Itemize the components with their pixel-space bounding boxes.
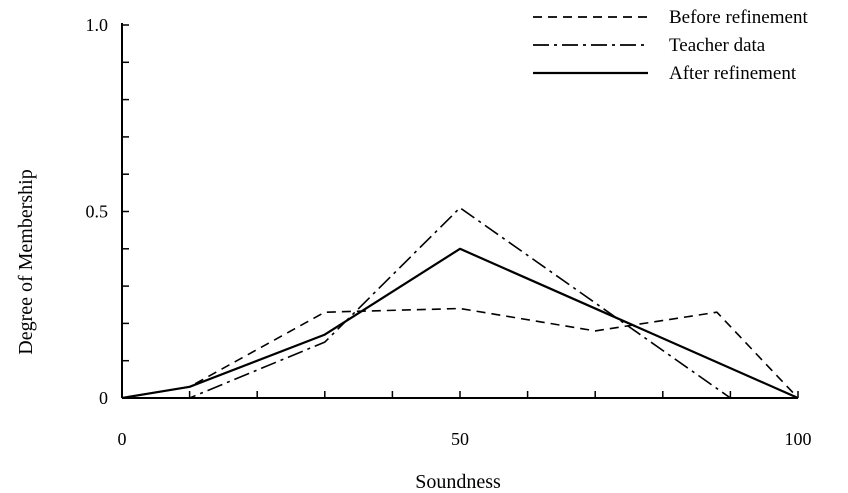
y-tick-labels: 0 0.5 1.0 <box>86 15 109 408</box>
y-axis-label: Degree of Membership <box>15 169 37 355</box>
axes: 0 50 100 0 0.5 1.0 <box>86 15 812 449</box>
series-line-dashdot <box>122 207 798 399</box>
x-axis-label: Soundness <box>415 471 501 493</box>
x-tick-label: 0 <box>118 429 127 449</box>
legend-label: Before refinement <box>669 7 808 28</box>
legend-label: Teacher data <box>669 35 766 56</box>
series-line-solid <box>121 247 799 400</box>
legend-label: After refinement <box>669 63 797 84</box>
series-lines <box>121 207 799 400</box>
y-tick-label: 0.5 <box>86 202 109 222</box>
y-minor-ticks <box>122 24 129 362</box>
x-tick-label: 100 <box>785 429 812 449</box>
y-tick-label: 1.0 <box>86 15 109 35</box>
legend: Before refinement Teacher data After refin… <box>533 7 808 84</box>
x-tick-label: 50 <box>451 429 469 449</box>
x-minor-ticks <box>188 391 799 398</box>
x-tick-labels: 0 50 100 <box>118 429 812 449</box>
y-tick-label: 0 <box>99 388 108 408</box>
